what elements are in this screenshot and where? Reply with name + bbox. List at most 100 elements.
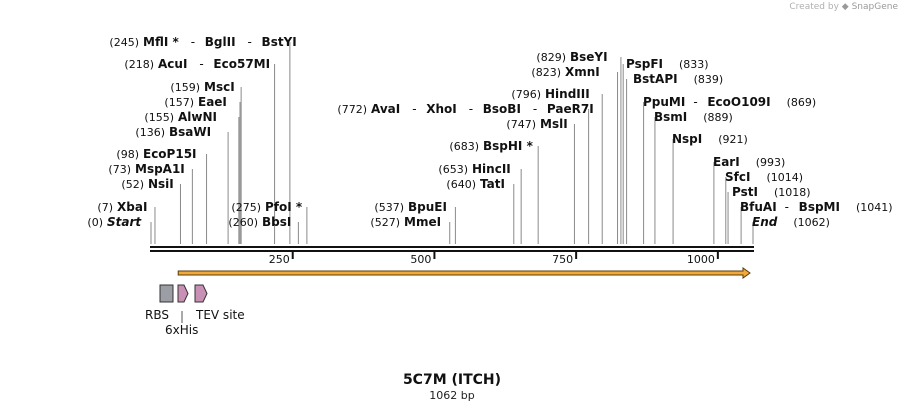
enzyme-site[interactable]: (823) XmnI (531, 65, 599, 79)
enzyme-name[interactable]: XbaI (117, 200, 147, 214)
enzyme-name[interactable]: XmnI (565, 65, 600, 79)
enzyme-name[interactable]: BseYI (570, 50, 608, 64)
enzyme-position: (823) (531, 66, 561, 79)
enzyme-site[interactable]: (73) MspA1I (108, 162, 184, 176)
enzyme-name[interactable]: BspHI * (483, 139, 534, 153)
enzyme-site[interactable]: (136) BsaWI (135, 125, 211, 139)
enzyme-position: (245) (109, 36, 139, 49)
orf-arrow-shape[interactable] (177, 267, 751, 279)
enzyme-name[interactable]: End (752, 215, 778, 229)
enzyme-position: (889) (703, 111, 733, 124)
enzyme-site[interactable]: (0) Start (87, 215, 142, 229)
enzyme-name[interactable]: SfcI (725, 170, 750, 184)
rbs-box[interactable] (159, 284, 174, 303)
enzyme-name[interactable]: PaeR7I (547, 102, 594, 116)
enzyme-site[interactable]: End (1062) (752, 215, 830, 229)
enzyme-site[interactable]: (157) EaeI (164, 95, 227, 109)
enzyme-position: (796) (511, 88, 541, 101)
enzyme-site[interactable]: PstI (1018) (732, 185, 811, 199)
enzyme-name[interactable]: BglII (205, 35, 236, 49)
enzyme-name[interactable]: BstYI (262, 35, 297, 49)
enzyme-position: (159) (170, 81, 200, 94)
feature-rbs[interactable]: RBS (145, 284, 174, 322)
enzyme-position: (98) (116, 148, 139, 161)
enzyme-name[interactable]: EcoP15I (143, 147, 197, 161)
enzyme-name[interactable]: AcuI (158, 57, 187, 71)
enzyme-site[interactable]: BstAPI (839) (633, 72, 723, 86)
enzyme-position: (829) (536, 51, 566, 64)
enzyme-name[interactable]: BsoBI (483, 102, 521, 116)
enzyme-name[interactable]: NsiI (148, 177, 174, 191)
enzyme-position: (772) (337, 103, 367, 116)
tev-site-arrow[interactable] (194, 284, 208, 303)
enzyme-name[interactable]: MscI (204, 80, 235, 94)
enzyme-position: (869) (787, 96, 817, 109)
enzyme-site[interactable]: PspFI (833) (626, 57, 709, 71)
enzyme-name[interactable]: AvaI (371, 102, 400, 116)
enzyme-position: (683) (449, 140, 479, 153)
enzyme-site[interactable]: (98) EcoP15I (116, 147, 196, 161)
ruler-ticks: 250 500 750 1000 (269, 251, 719, 266)
enzyme-site[interactable]: (52) NsiI (121, 177, 173, 191)
enzyme-name[interactable]: TatI (480, 177, 505, 191)
enzyme-name[interactable]: PspFI (626, 57, 663, 71)
enzyme-name[interactable]: BspMI (799, 200, 840, 214)
enzyme-name[interactable]: MspA1I (135, 162, 185, 176)
enzyme-name[interactable]: BfuAI (740, 200, 777, 214)
enzyme-site[interactable]: (747) MslI (506, 117, 567, 131)
enzyme-name[interactable]: EarI (713, 155, 740, 169)
enzyme-position: (1014) (766, 171, 803, 184)
enzyme-site[interactable]: PpuMI - EcoO109I (869) (643, 95, 816, 109)
enzyme-name[interactable]: BsmI (654, 110, 687, 124)
enzyme-site[interactable]: (527) MmeI (370, 215, 441, 229)
enzyme-site[interactable]: NspI (921) (672, 132, 748, 146)
enzyme-site[interactable]: (159) MscI (170, 80, 234, 94)
enzyme-name[interactable]: MmeI (404, 215, 441, 229)
enzyme-site[interactable]: (829) BseYI (536, 50, 607, 64)
enzyme-site[interactable]: (245) MflI * - BglII - BstYI (109, 35, 296, 49)
his-tag-arrow[interactable] (177, 284, 189, 303)
enzyme-position: (157) (164, 96, 194, 109)
enzyme-position: (73) (108, 163, 131, 176)
enzyme-site[interactable]: BsmI (889) (654, 110, 733, 124)
enzyme-site[interactable]: (275) PfoI * (231, 200, 302, 214)
enzyme-site[interactable]: (537) BpuEI (374, 200, 447, 214)
enzyme-name[interactable]: XhoI (426, 102, 457, 116)
feature-site[interactable]: TEV site (194, 284, 245, 322)
enzyme-name[interactable]: HindIII (545, 87, 590, 101)
enzyme-site[interactable]: (683) BspHI * (449, 139, 533, 153)
credit-brand: SnapGene (851, 2, 898, 12)
enzyme-name[interactable]: BsaWI (169, 125, 211, 139)
enzyme-name[interactable]: NspI (672, 132, 702, 146)
enzyme-site[interactable]: (653) HincII (438, 162, 510, 176)
enzyme-name[interactable]: EcoO109I (707, 95, 770, 109)
enzyme-name[interactable]: AlwNI (178, 110, 217, 124)
enzyme-site[interactable]: (772) AvaI - XhoI - BsoBI - PaeR7I (337, 102, 593, 116)
enzyme-name[interactable]: Eco57MI (213, 57, 270, 71)
enzyme-site[interactable]: EarI (993) (713, 155, 785, 169)
enzyme-site[interactable]: (7) XbaI (97, 200, 147, 214)
enzyme-site[interactable]: (218) AcuI - Eco57MI (124, 57, 270, 71)
enzyme-name[interactable]: PfoI * (265, 200, 303, 214)
enzyme-site[interactable]: SfcI (1014) (725, 170, 803, 184)
enzyme-name[interactable]: BstAPI (633, 72, 678, 86)
enzyme-site[interactable]: (796) HindIII (511, 87, 589, 101)
enzyme-name[interactable]: MflI * (143, 35, 179, 49)
enzyme-site[interactable]: (260) BbsI (228, 215, 291, 229)
enzyme-name[interactable]: PpuMI (643, 95, 685, 109)
enzyme-separator: - (469, 102, 473, 116)
enzyme-site[interactable]: (155) AlwNI (144, 110, 217, 124)
enzyme-name[interactable]: BpuEI (408, 200, 447, 214)
enzyme-name[interactable]: MslI (540, 117, 568, 131)
enzyme-position: (7) (97, 201, 113, 214)
enzyme-name[interactable]: EaeI (198, 95, 227, 109)
enzyme-site[interactable]: BfuAI - BspMI (1041) (740, 200, 893, 214)
feature-tag[interactable]: 6xHis (165, 284, 198, 337)
enzyme-name[interactable]: Start (107, 215, 142, 229)
enzyme-site[interactable]: (640) TatI (446, 177, 505, 191)
enzyme-name[interactable]: PstI (732, 185, 758, 199)
enzyme-position: (640) (446, 178, 476, 191)
enzyme-name[interactable]: HincII (472, 162, 511, 176)
enzyme-name[interactable]: BbsI (262, 215, 291, 229)
